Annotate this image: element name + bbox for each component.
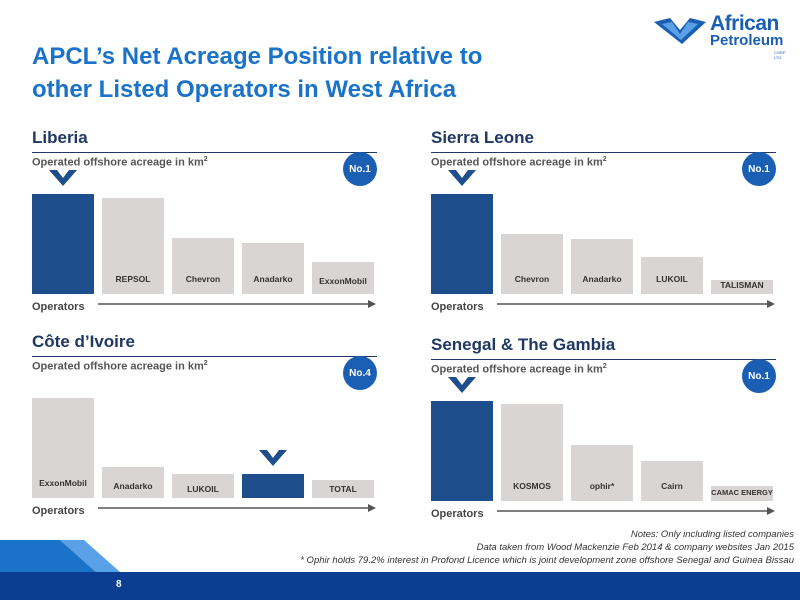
bar-anadarko [571, 239, 633, 294]
bar-repsol [102, 198, 164, 294]
note-line: Data taken from Wood Mackenzie Feb 2014 … [476, 542, 794, 553]
bar-chevron [501, 234, 563, 294]
note-line: * Ophir holds 79.2% interest in Profond … [300, 555, 794, 566]
title-rule [431, 152, 776, 153]
bar-talisman [711, 280, 773, 294]
operator-logo-label: ExxonMobil [319, 276, 367, 286]
operator-logo-label: ophir* [590, 481, 615, 491]
operator-logo-label: Anadarko [253, 274, 292, 284]
operator-logo-label: ExxonMobil [39, 478, 87, 488]
operator-logo-label: Anadarko [582, 274, 621, 284]
bar-lukoil [172, 474, 234, 498]
x-axis-label: Operators [431, 508, 484, 520]
rank-badge: No.4 [343, 356, 377, 390]
bar-chevron [172, 238, 234, 294]
logo-bird-icon [654, 18, 706, 44]
bar-exxonmobil [32, 398, 94, 498]
african-petroleum-marker-icon [259, 450, 287, 466]
operator-logo-label: KOSMOS [513, 481, 551, 491]
x-axis-label: Operators [32, 301, 85, 313]
slide-title: APCL’s Net Acreage Position relative to … [32, 40, 592, 106]
chart-panel-liberia: Liberia Operated offshore acreage in km2… [32, 128, 377, 328]
rank-badge: No.1 [742, 359, 776, 393]
operator-logo-label: Cairn [661, 481, 683, 491]
bar-african-petroleum [431, 194, 493, 294]
x-axis-arrow [98, 300, 376, 308]
african-petroleum-marker-icon [49, 170, 77, 186]
company-logo: African Petroleum CORP LTD [652, 12, 792, 60]
chart-title: Côte d’Ivoire [32, 332, 135, 351]
chart-ylabel: Operated offshore acreage in km2 [431, 156, 607, 169]
operator-logo-label: TOTAL [329, 484, 357, 494]
x-axis-arrow [497, 300, 775, 308]
page-number: 8 [116, 579, 122, 590]
bar-chart: REPSOL Chevron Anadarko ExxonMobil [32, 170, 374, 294]
slide-title-line2: other Listed Operators in West Africa [32, 76, 457, 103]
footer-bar [0, 572, 800, 600]
x-axis-arrow [98, 504, 376, 512]
bar-lukoil [641, 257, 703, 294]
footnotes: Notes: Only including listed companies D… [300, 528, 794, 567]
bar-camac-energy [711, 486, 773, 501]
title-rule [32, 152, 377, 153]
bar-african-petroleum [431, 401, 493, 501]
chart-ylabel: Operated offshore acreage in km2 [431, 363, 607, 376]
chart-ylabel: Operated offshore acreage in km2 [32, 360, 208, 373]
african-petroleum-marker-icon [448, 170, 476, 186]
bar-chart: Chevron Anadarko LUKOIL TALISMAN [431, 170, 773, 294]
operator-logo-label: TALISMAN [720, 280, 763, 290]
operator-logo-label: Chevron [515, 274, 549, 284]
bar-african-petroleum [242, 474, 304, 498]
operator-logo-label: Chevron [186, 274, 220, 284]
chart-panel-senegal-gambia: Senegal & The Gambia Operated offshore a… [431, 335, 776, 535]
bar-chart: KOSMOS ophir* Cairn CAMAC ENERGY [431, 377, 773, 501]
note-line: Notes: Only including listed companies [630, 529, 794, 540]
chart-panel-sierra-leone: Sierra Leone Operated offshore acreage i… [431, 128, 776, 328]
bar-african-petroleum [32, 194, 94, 294]
african-petroleum-marker-icon [448, 377, 476, 393]
bar-anadarko [102, 467, 164, 498]
chart-ylabel: Operated offshore acreage in km2 [32, 156, 208, 169]
x-axis-label: Operators [431, 301, 484, 313]
rank-badge: No.1 [742, 152, 776, 186]
operator-logo-label: REPSOL [116, 274, 151, 284]
bar-anadarko [242, 243, 304, 294]
operator-logo-label: LUKOIL [187, 484, 219, 494]
bar-ophir- [571, 445, 633, 501]
bar-cairn [641, 461, 703, 501]
chart-title: Sierra Leone [431, 128, 534, 147]
logo-line2: Petroleum [710, 32, 784, 49]
rank-badge: No.1 [343, 152, 377, 186]
slide-title-line1: APCL’s Net Acreage Position relative to [32, 43, 483, 70]
bar-exxonmobil [312, 262, 374, 294]
chart-title: Senegal & The Gambia [431, 335, 616, 354]
bar-kosmos-energy [501, 404, 563, 501]
footer-wedge [0, 540, 120, 572]
chart-title: Liberia [32, 128, 88, 147]
operator-logo-label: CAMAC ENERGY [711, 488, 773, 497]
title-rule [431, 359, 776, 360]
operator-logo-label: LUKOIL [656, 274, 688, 284]
bar-chart: ExxonMobil Anadarko LUKOIL TOTAL [32, 398, 374, 498]
logo-line3: CORP LTD [774, 50, 786, 60]
operator-logo-label: Anadarko [113, 481, 152, 491]
chart-panel-cote-divoire: Côte d’Ivoire Operated offshore acreage … [32, 332, 377, 532]
title-rule [32, 356, 377, 357]
logo-line1: African [710, 12, 779, 35]
bar-total [312, 480, 374, 498]
x-axis-label: Operators [32, 505, 85, 517]
x-axis-arrow [497, 507, 775, 515]
